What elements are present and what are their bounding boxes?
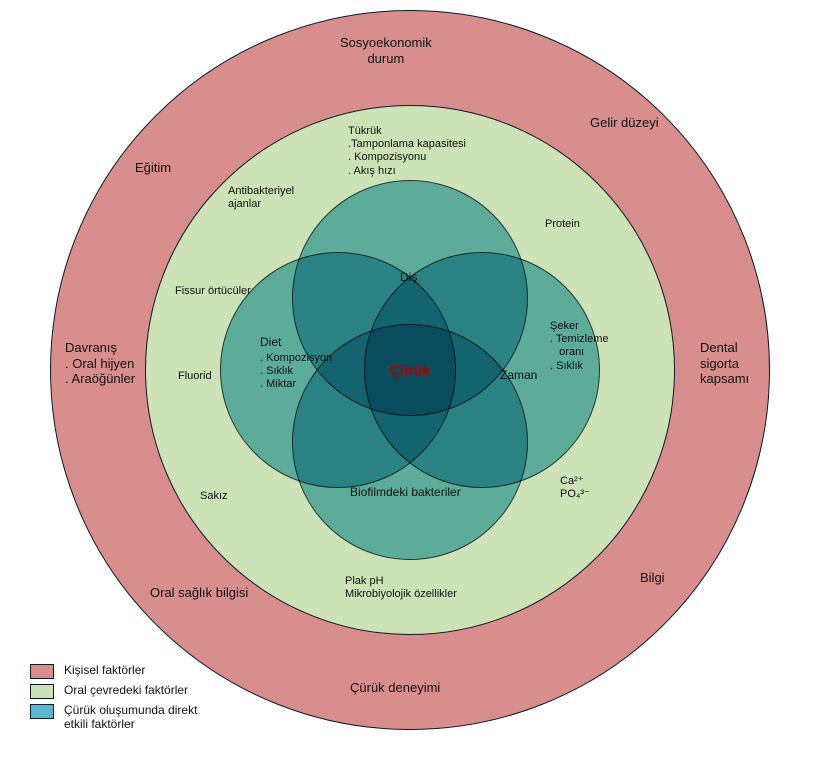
legend-label-direct: Çürük oluşumunda direkt etkili faktörler (64, 703, 197, 731)
middle-label-tukuruk: Tükrük .Tamponlama kapasitesi . Kompozis… (348, 125, 466, 178)
legend-label-personal: Kişisel faktörler (64, 663, 145, 677)
middle-label-fluorid: Fluorid (178, 370, 212, 383)
outer-label-egitim: Eğitim (135, 160, 171, 176)
legend-swatch-oral_env (30, 684, 54, 699)
venn-label-diet-sub: . Kompozisyon . Sıklık . Miktar (260, 352, 332, 392)
diagram-stage: Çürük Diş Zaman Biofilmdeki bakteriler D… (0, 0, 819, 763)
middle-label-sakiz: Sakız (200, 490, 228, 503)
legend-item-direct: Çürük oluşumunda direkt etkili faktörler (30, 703, 197, 731)
legend-label-oral_env: Oral çevredeki faktörler (64, 683, 188, 697)
middle-label-ca_po4: Ca²⁺ PO₄³⁻ (560, 475, 590, 501)
middle-label-protein: Protein (545, 218, 580, 231)
outer-label-curuk_deneyimi: Çürük deneyimi (350, 680, 440, 696)
venn-label-tooth: Diş (400, 270, 417, 284)
legend-item-oral_env: Oral çevredeki faktörler (30, 683, 197, 699)
venn-label-time: Zaman (500, 368, 537, 382)
venn-label-sugar: Şeker . Temizleme oranı . Sıklık (550, 320, 608, 373)
outer-label-gelir: Gelir düzeyi (590, 115, 659, 131)
outer-label-davranis: Davranış . Oral hijyen . Araöğünler (65, 340, 135, 387)
middle-label-plak: Plak pH Mikrobiyolojik özellikler (345, 575, 457, 601)
venn-label-diet-title: Diet (260, 335, 281, 349)
legend: Kişisel faktörler Oral çevredeki faktörle… (30, 663, 197, 735)
outer-label-dental_sigorta: Dental sigorta kapsamı (700, 340, 749, 387)
center-label-caries: Çürük (385, 362, 435, 379)
legend-swatch-direct (30, 704, 54, 719)
middle-label-antibakteriyel: Antibakteriyel ajanlar (228, 185, 294, 211)
middle-label-fissur: Fissur örtücüler (175, 285, 251, 298)
legend-item-personal: Kişisel faktörler (30, 663, 197, 679)
outer-label-sosyoekonomik: Sosyoekonomik durum (340, 35, 432, 66)
legend-swatch-personal (30, 664, 54, 679)
outer-label-bilgi: Bilgi (640, 570, 665, 586)
outer-label-oral_saglik: Oral sağlık bilgisi (150, 585, 248, 601)
venn-label-biofilm: Biofilmdeki bakteriler (350, 485, 461, 499)
